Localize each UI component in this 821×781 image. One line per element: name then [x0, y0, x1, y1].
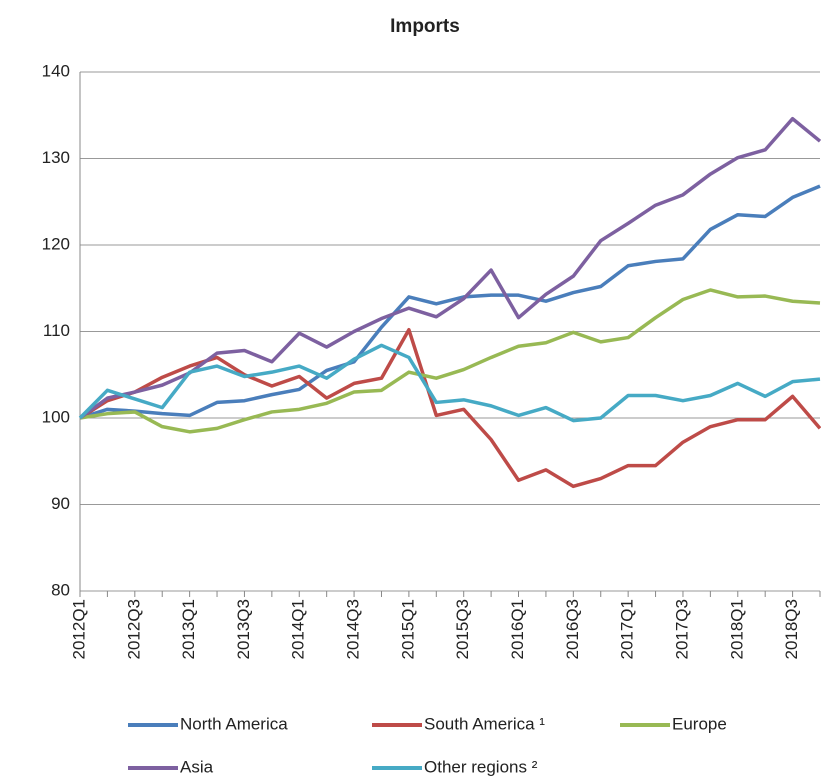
x-tick-label: 2017Q3: [672, 599, 691, 660]
line-series: [79, 184, 821, 420]
legend-label: Asia: [180, 757, 214, 776]
y-tick-label: 110: [43, 321, 70, 340]
x-tick-label: 2016Q3: [563, 599, 582, 660]
line-series: [78, 116, 821, 420]
x-tick-label: 2018Q1: [727, 599, 746, 660]
x-tick-label: 2012Q3: [124, 599, 143, 660]
x-tick-label: 2013Q3: [234, 599, 253, 660]
x-tick-label: 2014Q3: [344, 599, 363, 660]
line-series: [78, 343, 821, 423]
y-tick-label: 80: [51, 580, 70, 599]
x-tick-label: 2016Q1: [508, 599, 527, 660]
x-tick-label: 2015Q3: [453, 599, 472, 660]
line-series: [79, 288, 821, 434]
x-tick-label: 2018Q3: [782, 599, 801, 660]
x-tick-label: 2015Q1: [398, 599, 417, 660]
legend-label: Europe: [672, 714, 727, 733]
legend-label: North America: [180, 714, 288, 733]
y-tick-label: 90: [51, 494, 70, 513]
legend-label: Other regions ²: [424, 757, 538, 776]
x-tick-label: 2013Q1: [179, 599, 198, 660]
y-tick-label: 130: [42, 148, 70, 167]
x-tick-label: 2012Q1: [69, 599, 88, 660]
y-tick-label: 120: [42, 234, 70, 253]
legend-label: South America ¹: [424, 714, 545, 733]
y-tick-label: 140: [42, 61, 70, 80]
x-tick-label: 2017Q1: [618, 599, 637, 660]
chart-title: Imports: [390, 16, 460, 37]
x-tick-label: 2014Q1: [289, 599, 308, 660]
line-series: [79, 328, 821, 489]
y-tick-label: 100: [42, 407, 70, 426]
